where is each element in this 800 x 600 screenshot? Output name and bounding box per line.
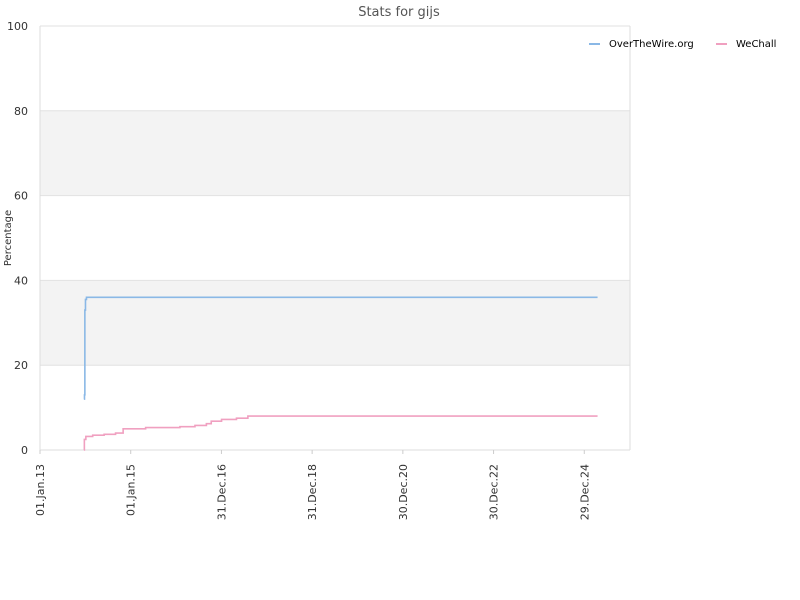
x-tick-label: 29.Dec.24 <box>578 464 591 520</box>
y-tick-label: 0 <box>21 444 28 457</box>
grid-band <box>40 280 630 366</box>
x-tick-label: 30.Dec.22 <box>488 464 501 520</box>
chart-title: Stats for gijs <box>358 5 440 20</box>
series-line <box>83 296 598 400</box>
y-tick-labels: 0 20 40 60 80 100 <box>7 20 28 457</box>
y-tick-label: 20 <box>14 359 28 372</box>
axes <box>39 26 631 454</box>
y-tick-label: 40 <box>14 274 28 287</box>
legend-label: WeChall <box>736 39 776 50</box>
y-gridlines <box>40 25 630 451</box>
y-tick-label: 80 <box>14 105 28 118</box>
x-tick-label: 31.Dec.16 <box>215 464 228 520</box>
x-tick-labels: 01.Jan.13 01.Jan.15 31.Dec.16 31.Dec.18 30.D… <box>34 464 591 520</box>
grid-bands <box>40 110 630 366</box>
x-tick-label: 30.Dec.20 <box>397 464 410 520</box>
grid-band <box>40 110 630 196</box>
y-axis-label: Percentage <box>3 210 14 266</box>
x-tick-label: 01.Jan.13 <box>34 464 47 516</box>
x-tick-label: 31.Dec.18 <box>306 464 319 520</box>
series-line <box>83 415 598 451</box>
series-lines <box>83 296 598 451</box>
x-tick-label: 01.Jan.15 <box>125 464 138 516</box>
y-tick-label: 100 <box>7 20 28 33</box>
legend-label: OverTheWire.org <box>609 39 694 50</box>
y-tick-label: 60 <box>14 190 28 203</box>
legend: OverTheWire.org WeChall <box>589 39 776 50</box>
